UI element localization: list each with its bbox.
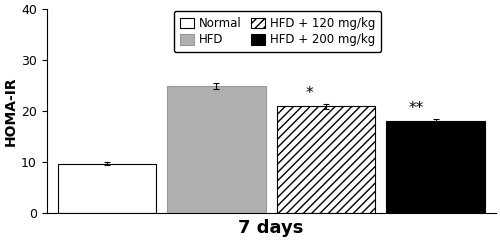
Text: *: * [306,86,314,101]
Bar [276,106,376,213]
Bar [167,86,266,213]
Bar [58,164,156,213]
Bar [386,121,485,213]
Legend: Normal, HFD, HFD + 120 mg/kg, HFD + 200 mg/kg: Normal, HFD, HFD + 120 mg/kg, HFD + 200 … [174,11,381,52]
Text: **: ** [408,101,424,116]
Y-axis label: HOMA-IR: HOMA-IR [4,76,18,146]
X-axis label: 7 days: 7 days [238,219,304,237]
